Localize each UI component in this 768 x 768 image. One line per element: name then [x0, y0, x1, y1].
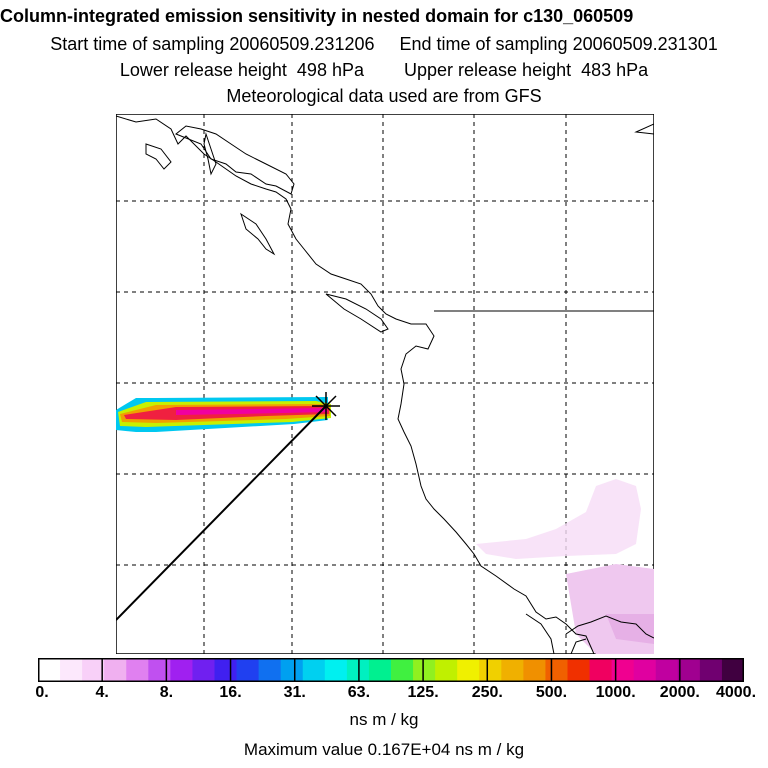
- colorbar-tick-label: 8.: [159, 684, 174, 701]
- colorbar-border: [38, 658, 744, 682]
- colorbar-swatch: [589, 658, 613, 682]
- lat-lon-grid: [116, 114, 654, 654]
- flight-track: [116, 405, 327, 621]
- colorbar-swatch: [38, 658, 61, 682]
- colorbar-swatch: [479, 658, 502, 682]
- colorbar-swatch: [346, 658, 370, 682]
- sensitivity-map: [116, 114, 654, 654]
- colorbar-swatch: [633, 658, 657, 682]
- release-point-marker: [312, 392, 340, 420]
- map-title: Column-integrated emission sensitivity i…: [0, 6, 634, 26]
- colorbar-swatch: [677, 658, 701, 682]
- sampling-times: Start time of sampling 20060509.231206 E…: [50, 34, 718, 54]
- colorbar-swatch: [236, 658, 260, 682]
- patch: [476, 479, 641, 559]
- colorbar-swatch: [435, 658, 458, 682]
- colorbar-swatch: [655, 658, 679, 682]
- colorbar-swatch: [280, 658, 304, 682]
- colorbar-swatch: [721, 658, 745, 682]
- colorbar-swatch: [545, 658, 568, 682]
- colorbar-tick-label: 250.: [471, 684, 503, 701]
- release-heights: Lower release height 498 hPa Upper relea…: [119, 60, 649, 80]
- colorbar-swatch: [413, 658, 436, 682]
- colorbar-tick-label: 31.: [283, 684, 306, 701]
- colorbar-swatch: [567, 658, 591, 682]
- colorbar-swatch: [699, 658, 723, 682]
- maximum-value: Maximum value 0.167E+04 ns m / kg: [243, 740, 525, 759]
- colorbar-tick-label: 2000.: [659, 684, 700, 701]
- colorbar: [37, 658, 745, 682]
- colorbar-tick-label: 0.: [35, 684, 49, 701]
- colorbar-swatch: [170, 658, 193, 682]
- met-data-source: Meteorological data used are from GFS: [226, 86, 542, 106]
- colorbar-swatch: [60, 658, 83, 682]
- coastline: [116, 115, 654, 654]
- low-sensitivity-patches: [476, 479, 654, 654]
- colorbar-swatch: [302, 658, 326, 682]
- colorbar-swatch: [148, 658, 171, 682]
- colorbar-swatch: [324, 658, 348, 682]
- colorbar-unit: ns m / kg: [349, 710, 419, 729]
- colorbar-swatch: [192, 658, 215, 682]
- colorbar-swatch: [82, 658, 105, 682]
- colorbar-swatch: [501, 658, 524, 682]
- colorbar-swatch: [104, 658, 127, 682]
- emission-plume: [116, 397, 331, 432]
- patch: [606, 614, 654, 644]
- colorbar-swatch: [523, 658, 546, 682]
- colorbar-tick-label: 4.: [95, 684, 109, 701]
- colorbar-tick-label: 63.: [347, 684, 371, 701]
- colorbar-swatch: [391, 658, 414, 682]
- colorbar-tick-label: 4000.: [715, 684, 757, 701]
- colorbar-swatch: [611, 658, 635, 682]
- colorbar-swatch: [368, 658, 392, 682]
- colorbar-swatch: [126, 658, 149, 682]
- colorbar-tick-label: 1000.: [595, 684, 636, 701]
- colorbar-swatch: [214, 658, 238, 682]
- colorbar-tick-label: 16.: [219, 684, 242, 701]
- colorbar-tick-label: 500.: [535, 684, 568, 701]
- colorbar-swatch: [457, 658, 480, 682]
- colorbar-tick-label: 125.: [407, 684, 439, 701]
- colorbar-swatches: [37, 658, 745, 682]
- plume-core: [176, 408, 328, 415]
- map-frame: [116, 114, 654, 654]
- colorbar-swatch: [258, 658, 282, 682]
